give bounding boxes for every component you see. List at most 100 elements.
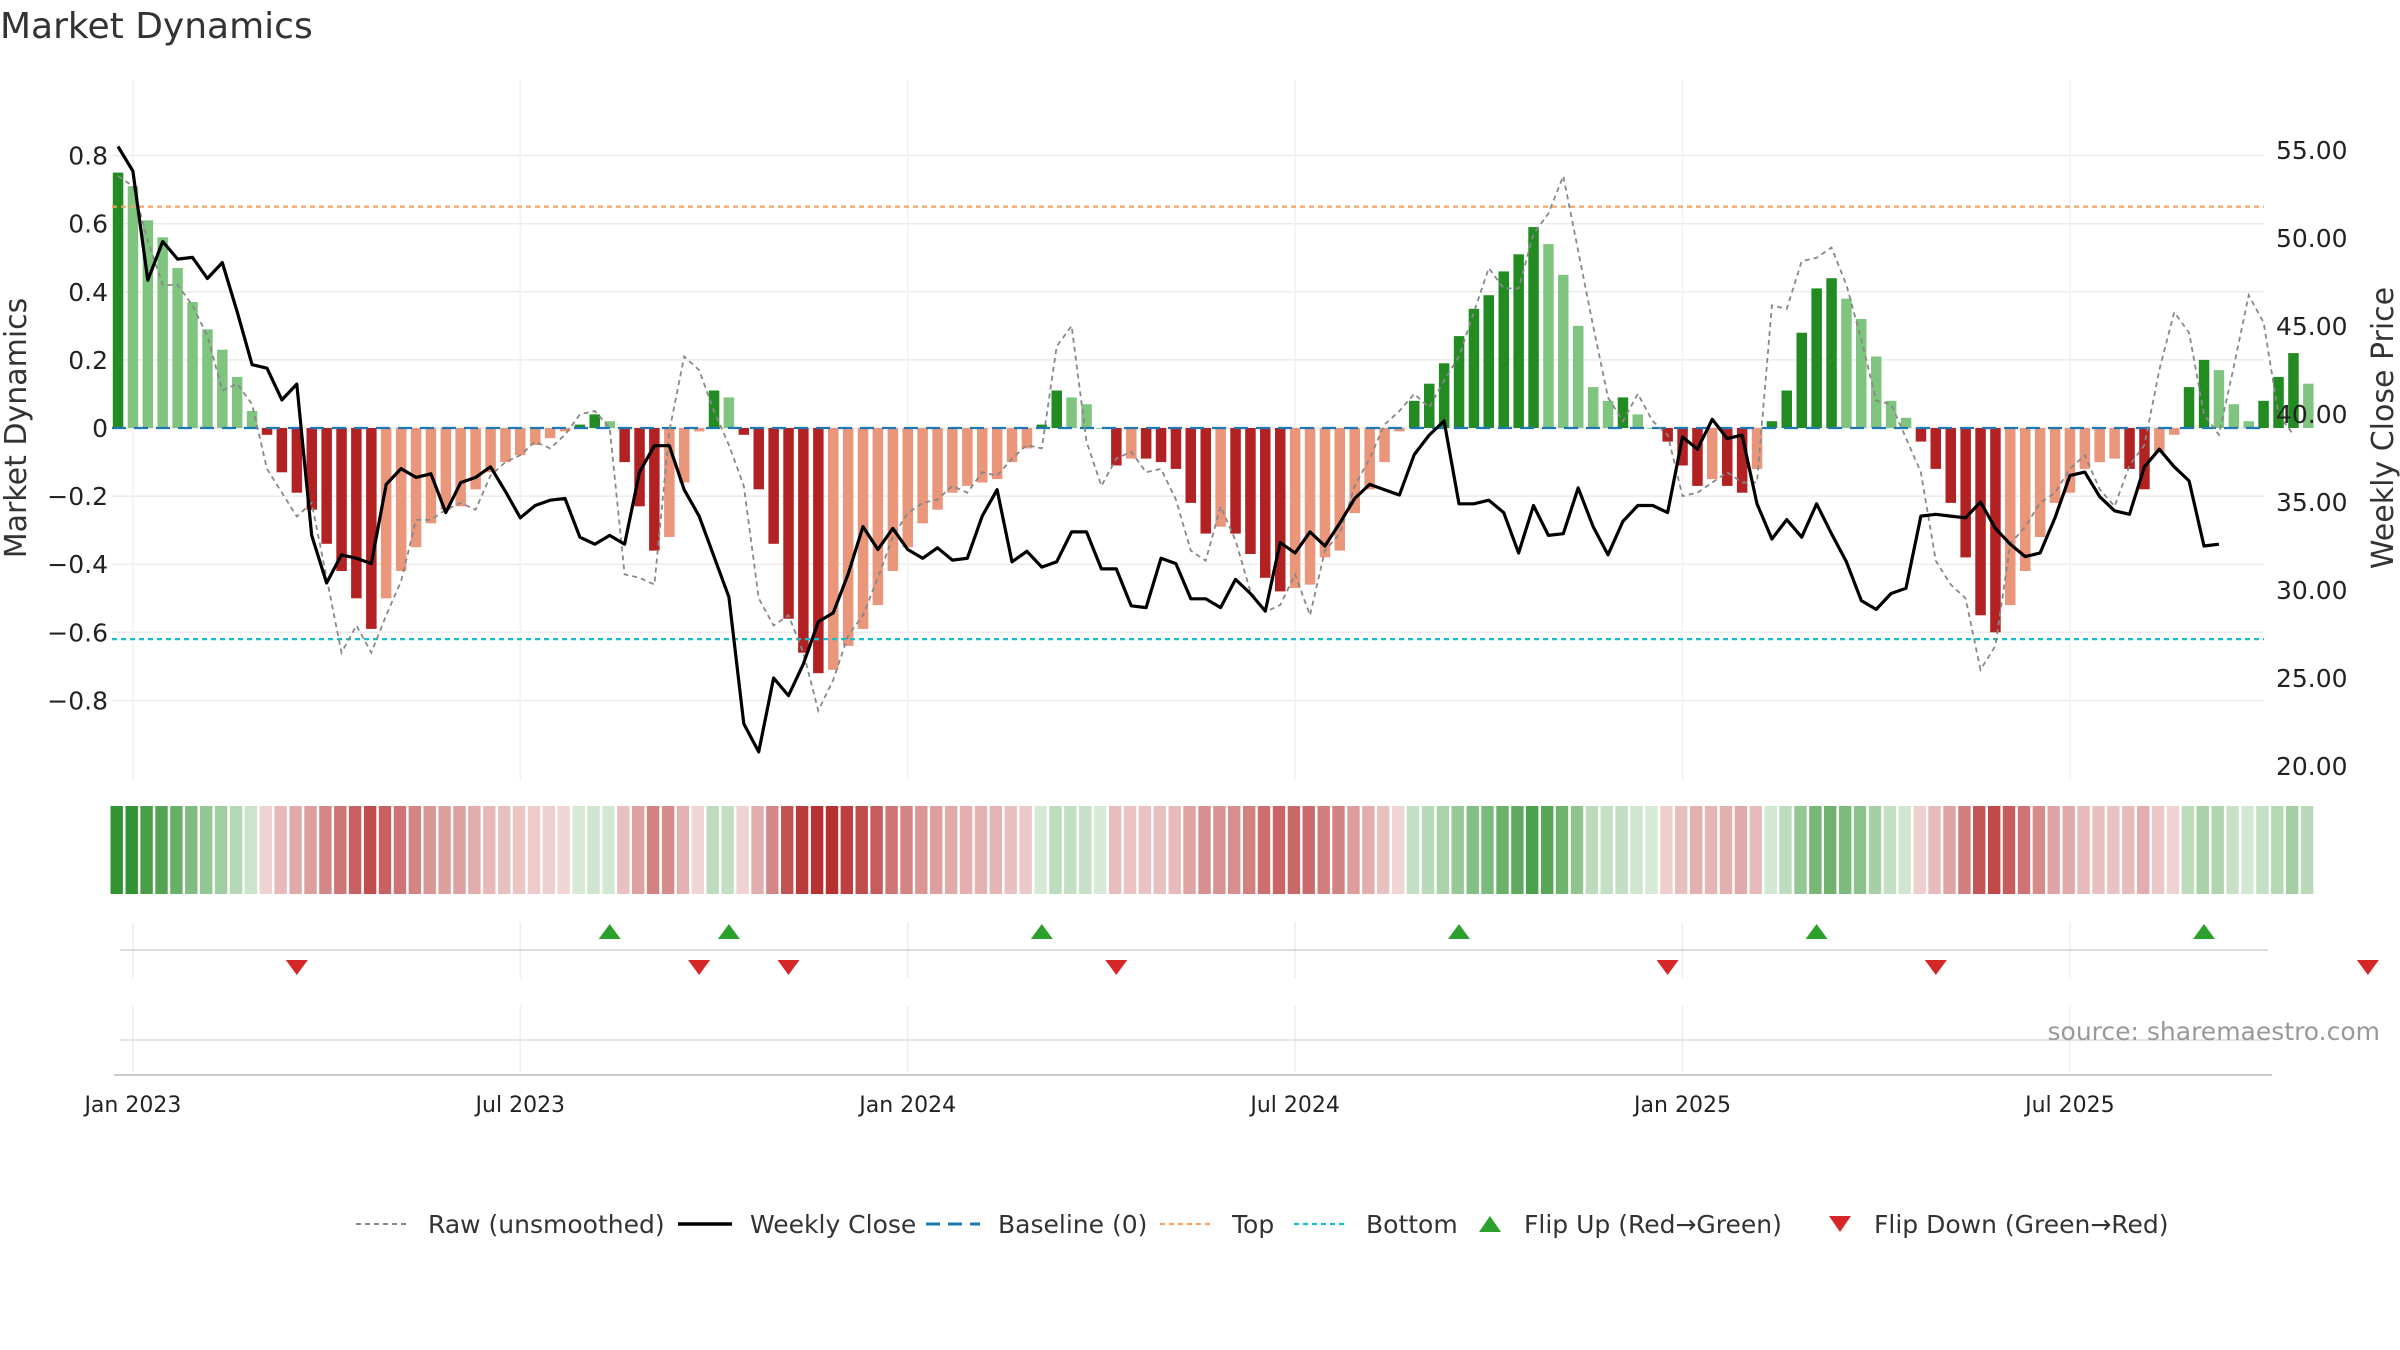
y2-tick-label: 30.00: [2276, 576, 2348, 605]
dynamics-bar: [1498, 271, 1509, 428]
strip-cell: [632, 806, 645, 894]
strip-cell: [1511, 806, 1524, 894]
y2-axis-ticks: 55.00 50.00 45.00 40.00 35.00 30.00 25.00 20.00: [2276, 136, 2348, 781]
dynamics-bar: [649, 428, 660, 551]
dynamics-bar: [1513, 254, 1524, 428]
y-tick-label: −0.8: [47, 686, 108, 715]
strip-cell: [661, 806, 675, 894]
strip-cell: [408, 806, 421, 894]
flip-up-marker: [1448, 924, 1470, 939]
strip-cell: [423, 806, 436, 894]
strip-cell: [214, 806, 228, 894]
strip-cell: [468, 806, 481, 894]
flip-down-marker: [688, 960, 711, 975]
strip-cell: [1585, 806, 1599, 894]
raw-series-line: [117, 172, 2295, 714]
strip-cell: [1660, 806, 1673, 894]
dynamics-bar: [470, 428, 481, 490]
dynamics-bar: [1945, 428, 1956, 503]
strip-cell: [1317, 806, 1330, 894]
strip-cell: [795, 806, 809, 894]
strip-cell: [885, 806, 898, 894]
strip-cell: [2181, 806, 2195, 894]
strip-cell: [1898, 806, 1911, 894]
dynamics-bar: [1185, 428, 1196, 503]
x-tick-label: Jan 2023: [82, 1093, 181, 1118]
dynamics-bar: [1021, 428, 1033, 449]
strip-cell: [959, 806, 973, 894]
strip-cell: [1943, 806, 1956, 894]
strip-cell: [1287, 806, 1301, 894]
strip-cell: [572, 806, 585, 894]
dynamics-bar: [1796, 332, 1807, 428]
x-tick-label: Jul 2024: [1248, 1093, 1340, 1118]
dynamics-bar: [1558, 274, 1569, 428]
strip-cell: [1839, 806, 1852, 894]
strip-cell: [751, 806, 764, 894]
strip-cell: [1570, 806, 1584, 894]
dynamics-bar: [917, 428, 928, 524]
dynamics-bar: [1111, 428, 1122, 466]
dynamics-bar: [991, 428, 1003, 480]
dynamics-bar: [1394, 428, 1405, 432]
dynamics-bar: [1200, 428, 1211, 534]
legend-label: Raw (unsmoothed): [428, 1210, 665, 1239]
strip-cell: [363, 806, 377, 894]
dynamics-bar: [1230, 428, 1241, 534]
dynamics-bar: [231, 376, 243, 428]
strip-cell: [766, 806, 779, 894]
strip-cell: [2002, 806, 2016, 894]
x-tick-label: Jul 2023: [474, 1093, 566, 1118]
dynamics-bar: [1528, 227, 1539, 428]
dynamics-bar: [351, 428, 362, 599]
strip-cell: [587, 806, 600, 894]
dynamics-bar: [1573, 325, 1584, 428]
strip-cell: [706, 806, 719, 894]
dynamics-bar: [2198, 359, 2210, 428]
strip-cell: [1362, 806, 1375, 894]
strip-cell: [2151, 806, 2165, 894]
dynamics-bar: [2064, 428, 2076, 493]
dynamics-bar: [679, 428, 690, 483]
dynamics-bar: [2034, 428, 2046, 537]
strip-cell: [1630, 806, 1643, 894]
y2-tick-label: 55.00: [2276, 136, 2348, 165]
dynamics-bar: [2288, 353, 2299, 428]
dynamics-bar: [1468, 308, 1480, 428]
dynamics-bar: [276, 428, 288, 473]
strip-cell: [1138, 806, 1152, 894]
dynamics-bar: [2079, 428, 2091, 469]
dynamics-bar: [1960, 428, 1971, 558]
dynamics-bar: [887, 428, 899, 571]
dynamics-bar: [1081, 404, 1092, 428]
strip-cell: [2211, 806, 2224, 894]
flip-panel: [120, 922, 2379, 978]
flip-up-marker: [717, 924, 740, 939]
strip-cell: [140, 806, 153, 894]
flip-down-marker: [1656, 960, 1679, 975]
strip-cell: [229, 806, 243, 894]
strip-cell: [1645, 806, 1658, 894]
dynamics-bar: [813, 428, 824, 674]
strip-cell: [2256, 806, 2269, 894]
strip-cell: [1824, 806, 1837, 894]
dynamics-bar: [842, 428, 854, 646]
strip-cell: [1168, 806, 1181, 894]
strip-cell: [1123, 806, 1137, 894]
x-tick-label: Jul 2025: [2023, 1093, 2115, 1118]
dynamics-bar: [828, 428, 839, 670]
bottom-grid: [132, 1006, 2071, 1072]
dynamics-bar: [336, 428, 347, 571]
dynamics-bar: [1438, 363, 1450, 428]
dynamics-bar: [2109, 428, 2120, 459]
dynamics-bar: [306, 428, 317, 510]
strip-cell: [1198, 806, 1211, 894]
dynamics-bar: [1900, 417, 1912, 428]
strip-cell: [319, 806, 332, 894]
y-tick-label: 0.6: [68, 210, 108, 239]
x-tick-label: Jan 2025: [1632, 1093, 1731, 1118]
flip-markers: [285, 924, 2379, 975]
strip-cell: [2166, 806, 2180, 894]
legend-label: Top: [1231, 1210, 1274, 1239]
dynamics-bar: [1036, 424, 1048, 428]
